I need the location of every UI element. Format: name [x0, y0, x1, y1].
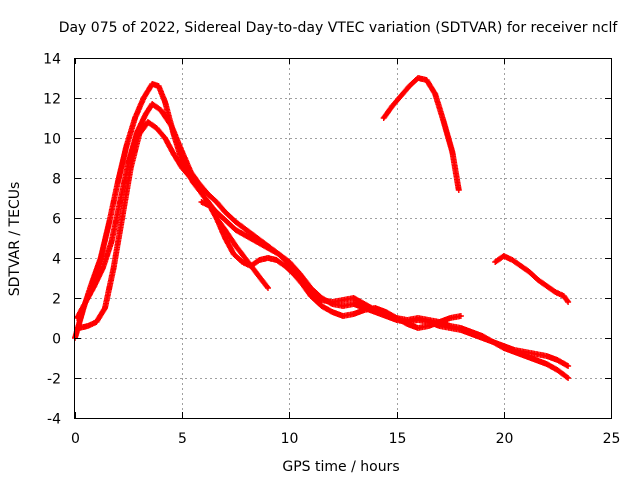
axis-ticks: 0 5 10 15 20 25 -4 -2 0 2 4 6 8 10 12 14	[43, 52, 620, 448]
x-tick-label: 25	[603, 431, 621, 447]
plus-markers	[380, 75, 462, 193]
chart-title: Day 075 of 2022, Sidereal Day-to-day VTE…	[59, 20, 619, 36]
x-tick-label: 5	[178, 431, 187, 447]
y-tick-label: 6	[52, 212, 61, 228]
x-tick-label: 15	[389, 431, 407, 447]
plus-markers	[198, 199, 271, 291]
y-tick-label: 14	[43, 52, 61, 68]
y-tick-label: 4	[52, 252, 61, 268]
x-tick-label: 0	[71, 431, 80, 447]
x-tick-label: 20	[496, 431, 514, 447]
y-tick-label: 10	[43, 132, 61, 148]
data-layer	[72, 75, 572, 381]
y-tick-label: 0	[52, 332, 61, 348]
grid	[75, 58, 611, 418]
y-tick-label: 8	[52, 172, 61, 188]
series-track-3	[76, 119, 464, 331]
y-tick-label: 12	[43, 92, 61, 108]
y-tick-label: -4	[47, 412, 61, 428]
series-track-4	[198, 199, 271, 291]
series-track-6	[492, 253, 572, 305]
plus-markers	[74, 101, 572, 381]
series-track-5	[380, 75, 462, 193]
y-axis-label: SDTVAR / TECUs	[7, 182, 23, 297]
x-tick-label: 10	[281, 431, 299, 447]
y-tick-label: 2	[52, 292, 61, 308]
y-tick-label: -2	[47, 372, 61, 388]
plus-markers	[492, 253, 572, 305]
plus-markers	[76, 119, 464, 331]
plot-frame	[74, 58, 612, 419]
x-axis-label: GPS time / hours	[282, 459, 399, 475]
